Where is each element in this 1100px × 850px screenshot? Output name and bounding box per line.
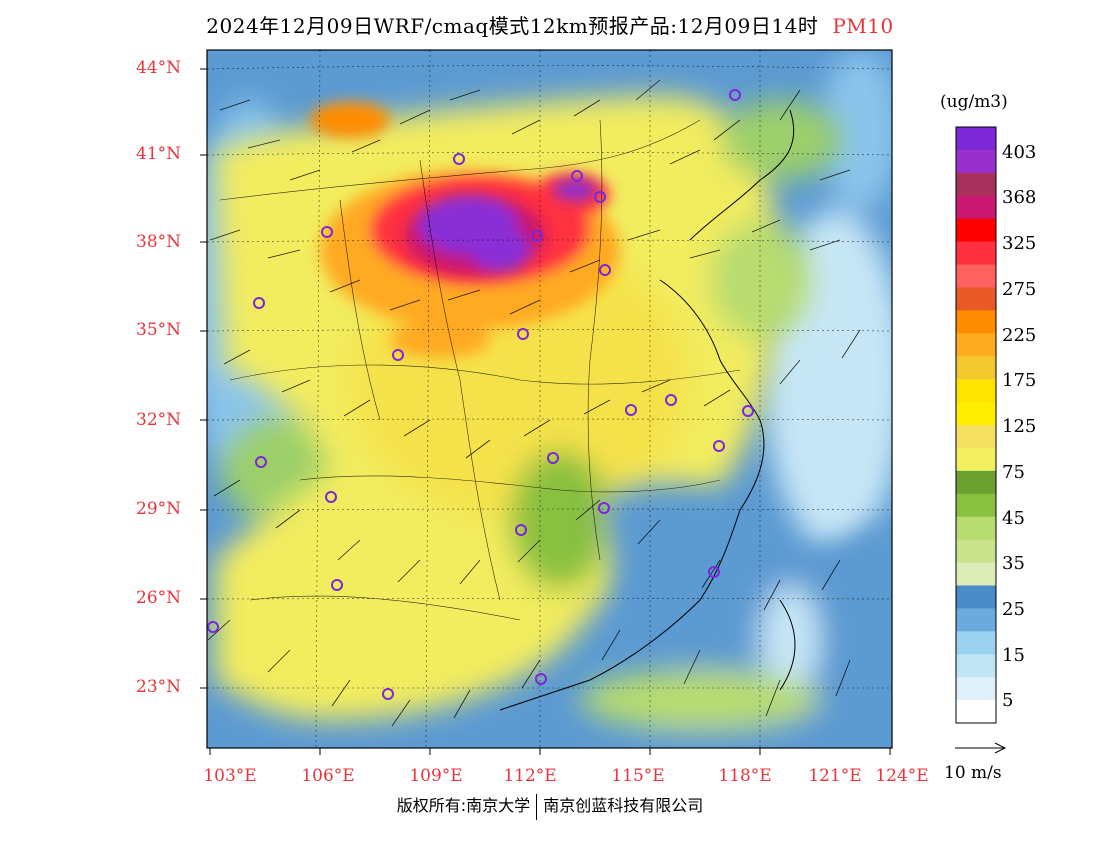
colorbar-swatch — [956, 218, 996, 243]
colorbar-label: 275 — [1002, 279, 1037, 300]
colorbar-swatch — [956, 149, 996, 174]
colorbar-label: 225 — [1002, 325, 1037, 346]
colorbar-swatch — [956, 127, 996, 151]
colorbar-swatch — [956, 516, 996, 541]
colorbar-swatch — [956, 195, 996, 220]
colorbar-swatch — [956, 608, 996, 632]
lon-label: 115°E — [611, 766, 665, 786]
colorbar-label: 75 — [1002, 462, 1025, 483]
colorbar-swatch — [956, 402, 996, 426]
colorbar-swatch — [956, 562, 996, 586]
colorbar-label: 15 — [1002, 645, 1025, 666]
lat-label: 44°N — [136, 58, 182, 78]
colorbar-label: 325 — [1002, 233, 1037, 254]
colorbar-label: 35 — [1002, 553, 1025, 574]
colorbar-swatch — [956, 425, 996, 449]
lon-label: 106°E — [301, 766, 355, 786]
colorbar-swatch — [956, 264, 996, 288]
lat-label: 26°N — [136, 588, 182, 608]
colorbar-swatch — [956, 241, 996, 266]
lat-label: 23°N — [136, 677, 182, 697]
colorbar — [955, 126, 997, 724]
colorbar-label: 368 — [1002, 187, 1037, 208]
wind-reference-label: 10 m/s — [944, 763, 1002, 783]
colorbar-label: 125 — [1002, 416, 1037, 437]
lon-label: 109°E — [409, 766, 463, 786]
colorbar-swatch — [956, 172, 996, 197]
copyright-left: 版权所有:南京大学 — [396, 796, 531, 815]
colorbar-swatch — [956, 287, 996, 311]
colorbar-swatch — [956, 379, 996, 403]
lat-label: 32°N — [136, 410, 182, 430]
colorbar-swatch — [956, 654, 996, 678]
colorbar-unit: (ug/m3) — [940, 92, 1008, 112]
lon-label: 121°E — [808, 766, 862, 786]
lat-label: 35°N — [136, 320, 182, 340]
colorbar-swatch — [956, 493, 996, 518]
wind-reference-arrow — [955, 742, 1007, 754]
colorbar-swatch — [956, 585, 996, 609]
copyright-right: 南京创蓝科技有限公司 — [543, 796, 704, 815]
colorbar-swatch — [956, 447, 996, 472]
colorbar-swatch — [956, 310, 996, 334]
colorbar-frame — [955, 126, 997, 724]
colorbar-swatch — [956, 470, 996, 495]
colorbar-swatch — [956, 356, 996, 380]
lat-label: 41°N — [136, 144, 182, 164]
colorbar-swatch — [956, 539, 996, 564]
lat-label: 38°N — [136, 232, 182, 252]
lon-label: 103°E — [203, 766, 257, 786]
colorbar-label: 25 — [1002, 599, 1025, 620]
colorbar-swatch — [956, 631, 996, 655]
colorbar-swatch — [956, 677, 996, 701]
title-variable: PM10 — [832, 14, 894, 38]
copyright-footer: 版权所有:南京大学 南京创蓝科技有限公司 — [0, 792, 1100, 820]
lon-label: 118°E — [718, 766, 772, 786]
title-text: 2024年12月09日WRF/cmaq模式12km预报产品:12月09日14时 — [206, 14, 819, 38]
concentration-field — [207, 50, 892, 748]
chart-title: 2024年12月09日WRF/cmaq模式12km预报产品:12月09日14时 P… — [0, 10, 1100, 39]
colorbar-swatch — [956, 700, 996, 724]
lat-label: 29°N — [136, 499, 182, 519]
colorbar-swatch — [956, 333, 996, 357]
colorbar-label: 5 — [1002, 690, 1014, 711]
footer-divider — [536, 793, 538, 820]
lon-label: 124°E — [875, 766, 929, 786]
colorbar-label: 403 — [1002, 142, 1037, 163]
colorbar-label: 175 — [1002, 370, 1037, 391]
colorbar-label: 45 — [1002, 508, 1025, 529]
lon-label: 112°E — [503, 766, 557, 786]
